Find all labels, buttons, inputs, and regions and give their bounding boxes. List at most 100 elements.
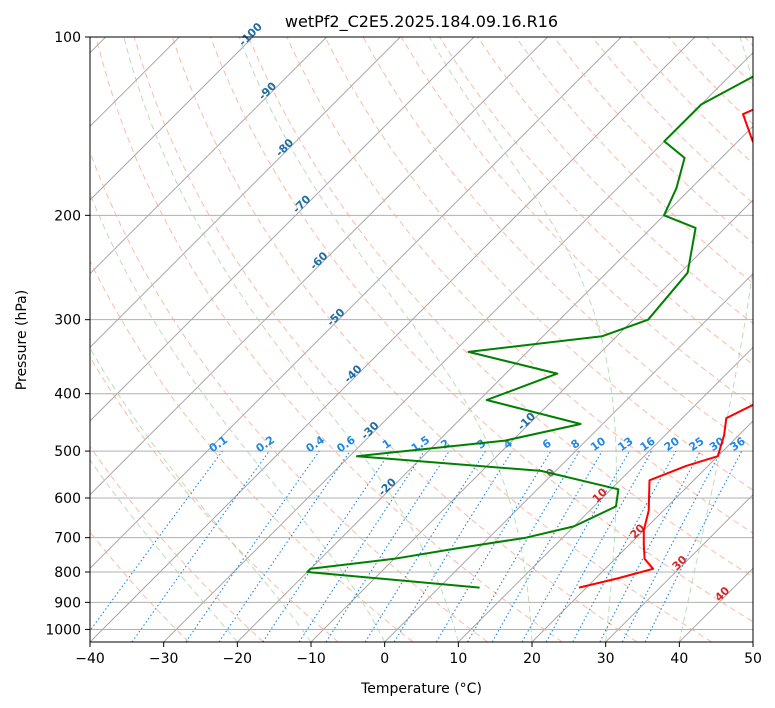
mixing-ratio-line (644, 450, 743, 642)
x-axis-title: Temperature (°C) (360, 681, 482, 697)
moist-adiabat (90, 347, 312, 642)
isotherm-line (90, 37, 328, 275)
isotherm-line (457, 346, 753, 642)
dry-adiabat (171, 37, 712, 642)
moist-adiabat (90, 192, 386, 642)
moist-adiabat (428, 37, 617, 642)
mixing-ratio-line (325, 450, 450, 642)
dry-adiabat (324, 37, 753, 491)
y-tick-label: 800 (54, 565, 81, 581)
isotherm-label: 10 (590, 485, 610, 505)
y-tick-label: 300 (54, 313, 81, 329)
dry-adiabat (210, 37, 753, 623)
dry-adiabat (90, 150, 488, 642)
isotherm-line (310, 199, 753, 642)
mixing-ratio-line (90, 450, 223, 632)
moist-adiabat (678, 37, 753, 642)
mixing-ratio-line (393, 450, 513, 642)
x-tick-label: −20 (223, 651, 253, 667)
mixing-ratio-line (298, 450, 425, 642)
y-tick-label: 1000 (45, 622, 81, 638)
mixing-ratio-line (545, 450, 653, 642)
isotherm-label: -30 (358, 419, 381, 442)
isotherm-line (752, 641, 753, 642)
x-tick-label: −10 (296, 651, 326, 667)
x-tick-label: 40 (670, 651, 688, 667)
x-tick-label: 30 (597, 651, 615, 667)
dry-adiabat (668, 37, 753, 125)
dry-adiabat (90, 259, 414, 642)
plot-frame (89, 36, 754, 643)
profile-series (306, 75, 753, 589)
mixing-ratio-label: 6 (540, 437, 554, 452)
dry-adiabat (90, 445, 264, 642)
y-tick-label: 700 (54, 531, 81, 547)
x-tick-label: −30 (149, 651, 179, 667)
isotherm-label: -80 (273, 136, 296, 159)
background-lines (90, 37, 753, 642)
dry-adiabat (248, 37, 753, 578)
y-tick-label: 100 (54, 30, 81, 46)
mixing-ratio-label: 1 (380, 437, 394, 452)
dry-adiabat (553, 37, 753, 244)
y-tick-label: 600 (54, 491, 81, 507)
mixing-ratio-line (467, 450, 580, 642)
isotherm-line (90, 37, 475, 422)
isotherm-line (90, 37, 622, 570)
x-tick-label: 10 (449, 651, 467, 667)
y-axis-title: Pressure (hPa) (14, 290, 30, 390)
isotherm-label: -50 (324, 306, 347, 329)
isotherm-label: -40 (341, 362, 364, 385)
x-tick-label: −40 (75, 651, 105, 667)
y-tick-label: 900 (54, 595, 81, 611)
profile-line (306, 75, 753, 589)
isotherm-line (384, 272, 753, 642)
dry-adiabat (515, 37, 753, 284)
x-tick-label: 0 (380, 651, 389, 667)
y-tick-label: 400 (54, 387, 81, 403)
dry-adiabat (744, 37, 753, 47)
isotherm-label: -90 (256, 79, 279, 102)
axes: −40 −30 −20 −10 0 10 20 30 40 5010020030040050060… (45, 30, 762, 667)
chart-title: wetPf2_C2E5.2025.184.09.16.R16 (285, 12, 558, 32)
y-tick-label: 500 (54, 444, 81, 460)
dry-adiabat (133, 37, 638, 642)
isotherm-label: -70 (290, 192, 313, 215)
isotherm-line (678, 567, 753, 642)
mixing-ratio-line (521, 450, 630, 642)
isotherm-line (605, 493, 753, 642)
x-tick-label: 20 (523, 651, 541, 667)
dry-adiabat (706, 37, 753, 86)
isotherm-line (90, 37, 696, 642)
mixing-ratio-label: 0.2 (254, 433, 277, 455)
mixing-ratio-line (435, 450, 552, 642)
x-tick-label: 50 (744, 651, 762, 667)
moist-adiabat (238, 37, 533, 642)
mixing-ratio-label: 0.1 (207, 433, 230, 455)
isotherm-label: -60 (307, 249, 330, 272)
isotherm-line (90, 37, 549, 496)
mixing-ratio-label: 8 (569, 437, 583, 452)
mixing-ratio-label: 2 (438, 437, 452, 452)
mixing-ratio-label: 1.5 (409, 433, 432, 455)
mixing-ratio-line (572, 450, 677, 642)
mixing-ratio-line (185, 450, 320, 642)
isotherm-label: -100 (236, 20, 265, 49)
isotherm-line (90, 37, 254, 201)
isotherm-line (90, 37, 401, 349)
dry-adiabat (90, 356, 339, 642)
mixing-ratio-label: 0.4 (304, 433, 328, 455)
mixing-ratio-line (218, 450, 351, 642)
moist-adiabat (123, 37, 459, 642)
mixing-ratio-line (262, 450, 392, 642)
moist-adiabat (90, 459, 238, 642)
isotherm-label: 40 (712, 584, 732, 604)
profile-line (578, 108, 753, 589)
mixing-ratio-line (131, 450, 270, 642)
dry-adiabat (95, 37, 563, 642)
isotherm-line (236, 125, 753, 642)
y-tick-label: 200 (54, 208, 81, 224)
dry-adiabat (286, 37, 753, 534)
